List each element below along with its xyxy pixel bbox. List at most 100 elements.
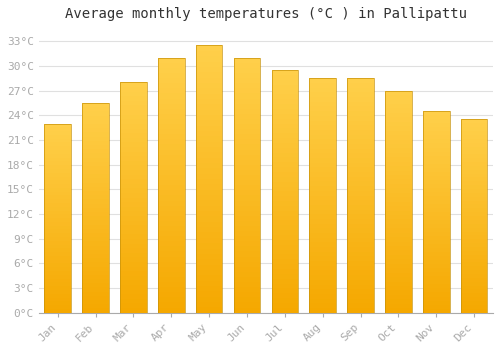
Bar (234, 124, 260, 129)
Bar (385, 251, 411, 255)
Bar (196, 238, 222, 243)
Bar (158, 160, 184, 165)
Bar (310, 106, 336, 111)
Bar (44, 214, 71, 218)
Bar (348, 210, 374, 214)
Bar (385, 108, 411, 113)
Bar (461, 177, 487, 181)
Bar (234, 201, 260, 205)
Bar (234, 129, 260, 134)
Bar (82, 212, 109, 216)
Bar (272, 293, 298, 298)
Bar (158, 180, 184, 185)
Bar (234, 175, 260, 180)
Bar (272, 133, 298, 138)
Bar (196, 232, 222, 238)
Bar (82, 225, 109, 229)
Bar (120, 124, 146, 128)
Bar (196, 115, 222, 120)
Bar (82, 103, 109, 107)
Bar (234, 139, 260, 145)
Bar (310, 97, 336, 102)
Bar (44, 207, 71, 211)
Bar (158, 170, 184, 175)
Bar (385, 113, 411, 117)
Bar (158, 287, 184, 292)
Bar (158, 226, 184, 231)
Bar (461, 131, 487, 135)
Bar (196, 83, 222, 88)
Bar (272, 191, 298, 196)
Bar (82, 254, 109, 258)
Bar (120, 101, 146, 105)
Bar (158, 129, 184, 134)
Bar (196, 243, 222, 248)
Bar (385, 241, 411, 246)
Bar (44, 286, 71, 290)
Bar (385, 91, 411, 95)
Bar (44, 176, 71, 180)
Bar (385, 237, 411, 241)
Bar (348, 92, 374, 97)
Bar (158, 89, 184, 93)
Bar (385, 135, 411, 140)
Bar (234, 257, 260, 262)
Bar (348, 238, 374, 242)
Bar (234, 308, 260, 313)
Bar (348, 111, 374, 116)
Bar (196, 120, 222, 126)
Bar (310, 196, 336, 200)
Bar (196, 131, 222, 136)
Bar (385, 281, 411, 286)
Bar (44, 165, 71, 169)
Bar (234, 302, 260, 308)
Bar (423, 232, 450, 236)
Bar (82, 141, 109, 145)
Bar (310, 308, 336, 313)
Bar (310, 120, 336, 125)
Bar (120, 280, 146, 285)
Bar (423, 309, 450, 313)
Bar (234, 145, 260, 149)
Bar (82, 308, 109, 313)
Bar (423, 288, 450, 293)
Bar (310, 78, 336, 313)
Bar (44, 305, 71, 309)
Bar (385, 166, 411, 170)
Bar (196, 67, 222, 72)
Bar (196, 211, 222, 216)
Bar (234, 282, 260, 287)
Bar (234, 190, 260, 195)
Bar (82, 283, 109, 287)
Bar (158, 221, 184, 226)
Bar (158, 236, 184, 241)
Bar (423, 204, 450, 208)
Bar (120, 197, 146, 202)
Bar (196, 56, 222, 62)
Bar (272, 269, 298, 274)
Bar (196, 88, 222, 93)
Bar (385, 180, 411, 184)
Bar (82, 216, 109, 221)
Bar (272, 196, 298, 201)
Bar (44, 279, 71, 282)
Bar (385, 91, 411, 313)
Bar (196, 275, 222, 281)
Bar (272, 308, 298, 313)
Title: Average monthly temperatures (°C ) in Pallipattu: Average monthly temperatures (°C ) in Pa… (65, 7, 467, 21)
Bar (461, 270, 487, 274)
Bar (348, 78, 374, 83)
Bar (44, 245, 71, 248)
Bar (272, 303, 298, 308)
Bar (82, 124, 109, 128)
Bar (158, 139, 184, 145)
Bar (272, 148, 298, 153)
Bar (385, 264, 411, 268)
Bar (82, 153, 109, 158)
Bar (196, 201, 222, 206)
Bar (234, 185, 260, 190)
Bar (234, 211, 260, 216)
Bar (461, 135, 487, 139)
Bar (272, 177, 298, 182)
Bar (234, 93, 260, 99)
